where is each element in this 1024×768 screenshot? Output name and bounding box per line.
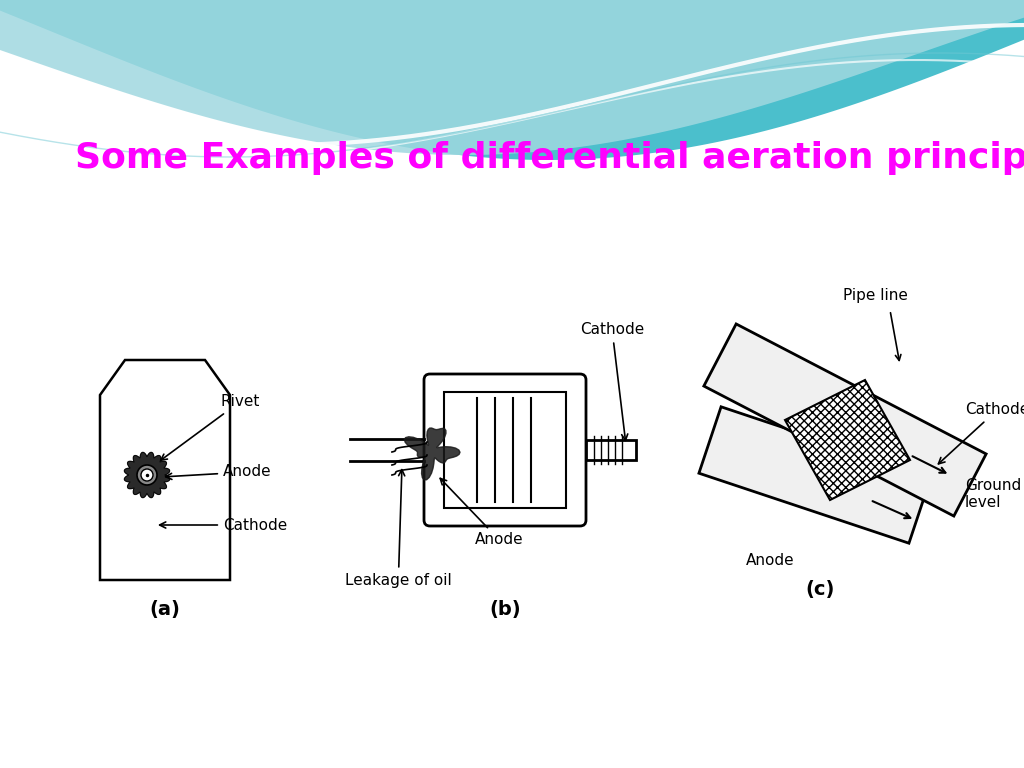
Circle shape (141, 469, 153, 481)
Text: Some Examples of differential aeration principle: Some Examples of differential aeration p… (75, 141, 1024, 175)
Text: Anode: Anode (440, 478, 523, 548)
Polygon shape (0, 0, 1024, 155)
Polygon shape (699, 407, 931, 543)
Text: (a): (a) (150, 600, 180, 619)
Text: level: level (965, 495, 1001, 510)
Text: Pipe line: Pipe line (843, 288, 907, 303)
Text: Leakage of oil: Leakage of oil (345, 470, 452, 588)
Text: Cathode: Cathode (160, 518, 288, 532)
Text: Anode: Anode (166, 465, 271, 479)
Polygon shape (0, 0, 1024, 160)
Text: Anode: Anode (745, 553, 795, 568)
Circle shape (137, 465, 157, 485)
Polygon shape (703, 324, 986, 516)
FancyBboxPatch shape (424, 374, 586, 526)
Bar (444, 392, 566, 508)
Bar (586, 440, 636, 460)
Polygon shape (785, 380, 910, 500)
Text: Rivet: Rivet (161, 395, 259, 460)
Text: Ground: Ground (965, 478, 1021, 493)
Polygon shape (404, 428, 460, 480)
Text: (b): (b) (489, 600, 521, 619)
Polygon shape (124, 452, 170, 498)
Text: Cathode: Cathode (580, 323, 644, 440)
Text: (c): (c) (805, 580, 835, 599)
Polygon shape (100, 360, 230, 580)
Text: Cathode: Cathode (938, 402, 1024, 464)
